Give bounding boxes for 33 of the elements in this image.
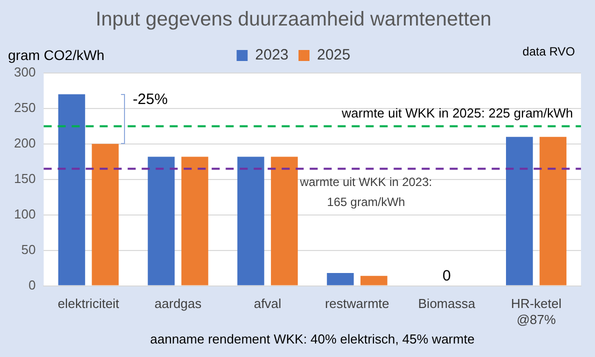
y-tick-label: 100 <box>14 206 36 222</box>
bar <box>92 144 119 286</box>
x-tick-label: Biomassa <box>418 296 476 312</box>
bar <box>506 136 533 286</box>
y-tick-label: 50 <box>21 242 36 257</box>
y-tick-label: 250 <box>14 100 36 116</box>
ref-line-label: warmte uit WKK in 2025: 225 gram/kWh <box>340 105 573 120</box>
y-tick-label: 150 <box>14 170 36 186</box>
legend-label: 2025 <box>317 46 350 64</box>
x-tick-label: aardgas <box>154 296 202 312</box>
bar <box>237 156 264 286</box>
annotation: -25% <box>132 90 168 108</box>
x-tick-label: restwarmte <box>324 296 390 312</box>
chart-title: Input gegevens duurzaamheid warmtenetten <box>96 8 492 31</box>
text: aanname rendement WKK: 40% elektrisch, 45% warmte <box>150 332 475 347</box>
x-tick-label: afval <box>254 296 282 312</box>
x-tick-label: elektriciteit <box>58 296 120 312</box>
annotation: 0 <box>442 267 451 284</box>
y-tick-label: 300 <box>14 64 36 80</box>
ref-line-label: warmte uit WKK in 2023: 165 gram/kWh <box>299 175 432 210</box>
y-tick-label: 0 <box>28 277 36 292</box>
bar <box>148 156 175 286</box>
y-tick-label: 200 <box>14 136 36 151</box>
bar <box>326 273 354 286</box>
legend-label: 2023 <box>255 46 289 64</box>
text: data RVO <box>522 44 575 58</box>
bar <box>58 94 86 286</box>
bar <box>181 156 208 286</box>
x-tick-label: HR-ketel @87% <box>510 296 562 327</box>
bar <box>540 136 566 286</box>
bar <box>270 156 298 286</box>
bar <box>360 276 388 286</box>
y-axis-title: gram CO2/kWh <box>8 46 104 63</box>
